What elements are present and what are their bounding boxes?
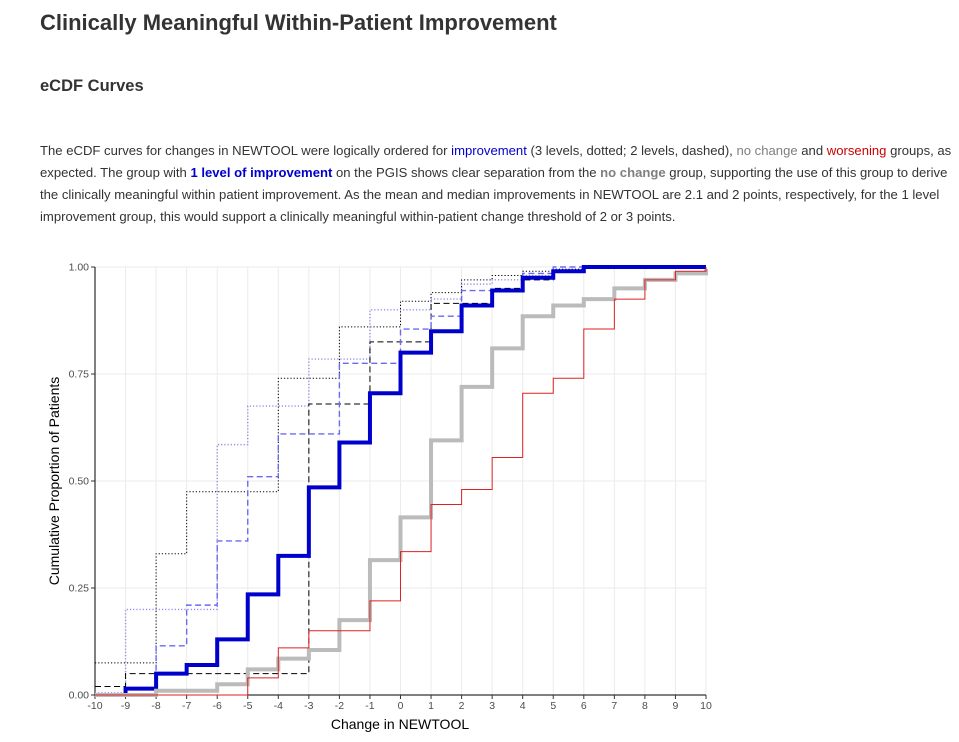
x-tick-label: 2	[459, 700, 465, 712]
x-axis-label: Change in NEWTOOL	[331, 716, 469, 732]
no-change-term: no change	[736, 143, 798, 158]
tick-labels: -10 -9 -8 -7 -6 -5 -4 -3 -2 -1 0 1 2 3 4 5 6 7 8 9 100.000.2…	[69, 262, 712, 713]
y-tick-label: 1.00	[69, 262, 90, 274]
y-tick-label: 0.00	[69, 690, 90, 702]
description-text: (3 levels, dotted; 2 levels, dashed),	[526, 143, 737, 158]
x-tick-label: 9	[673, 700, 679, 712]
one-level-improvement-term: 1 level of improvement	[190, 165, 333, 180]
series-group	[95, 265, 708, 697]
x-tick-label: -6	[213, 700, 222, 712]
improvement-term: improvement	[451, 143, 527, 158]
x-tick-label: 0	[398, 700, 404, 712]
description-paragraph: The eCDF curves for changes in NEWTOOL w…	[40, 140, 952, 228]
ecdf-series-4	[95, 266, 706, 696]
x-tick-label: -1	[365, 700, 374, 712]
x-tick-label: 8	[642, 700, 648, 712]
y-tick-label: 0.75	[69, 369, 90, 381]
section-title: eCDF Curves	[40, 77, 144, 95]
x-tick-label: -3	[304, 700, 313, 712]
no-change-term-bold: no change	[600, 165, 666, 180]
axes	[91, 266, 707, 699]
x-tick-label: 3	[489, 700, 495, 712]
x-tick-label: 5	[550, 700, 556, 712]
description-text: groups, as expected. The group with	[40, 143, 952, 180]
y-axis-label: Cumulative Proportion of Patients	[46, 377, 62, 586]
description-text: The eCDF curves for changes in NEWTOOL w…	[40, 143, 452, 158]
y-tick-label: 0.25	[69, 583, 90, 595]
description-text: on the PGIS shows clear separation from …	[332, 165, 601, 180]
x-tick-label: 4	[520, 700, 526, 712]
x-tick-label: -8	[151, 700, 160, 712]
ecdf-series-1	[95, 266, 706, 664]
x-tick-label: 1	[428, 700, 434, 712]
description-text: and	[797, 143, 827, 158]
x-tick-label: -10	[87, 700, 102, 712]
ecdf-series-7	[95, 267, 707, 696]
page-title: Clinically Meaningful Within-Patient Imp…	[40, 10, 557, 35]
x-tick-label: 6	[581, 700, 587, 712]
ecdf-chart: -10 -9 -8 -7 -6 -5 -4 -3 -2 -1 0 1 2 3 4 5 6 7 8 9 100.000.2…	[46, 262, 712, 733]
x-tick-label: -2	[335, 700, 344, 712]
ecdf-series-5	[95, 265, 706, 697]
description-text: group, supporting the use of this group …	[40, 165, 948, 224]
x-tick-label: 7	[611, 700, 617, 712]
x-tick-label: 10	[700, 700, 712, 712]
y-tick-label: 0.50	[69, 476, 90, 488]
worsening-term: worsening	[826, 143, 887, 158]
x-tick-label: -9	[121, 700, 130, 712]
x-tick-label: -7	[182, 700, 191, 712]
x-tick-label: -5	[243, 700, 252, 712]
x-tick-label: -4	[274, 700, 283, 712]
